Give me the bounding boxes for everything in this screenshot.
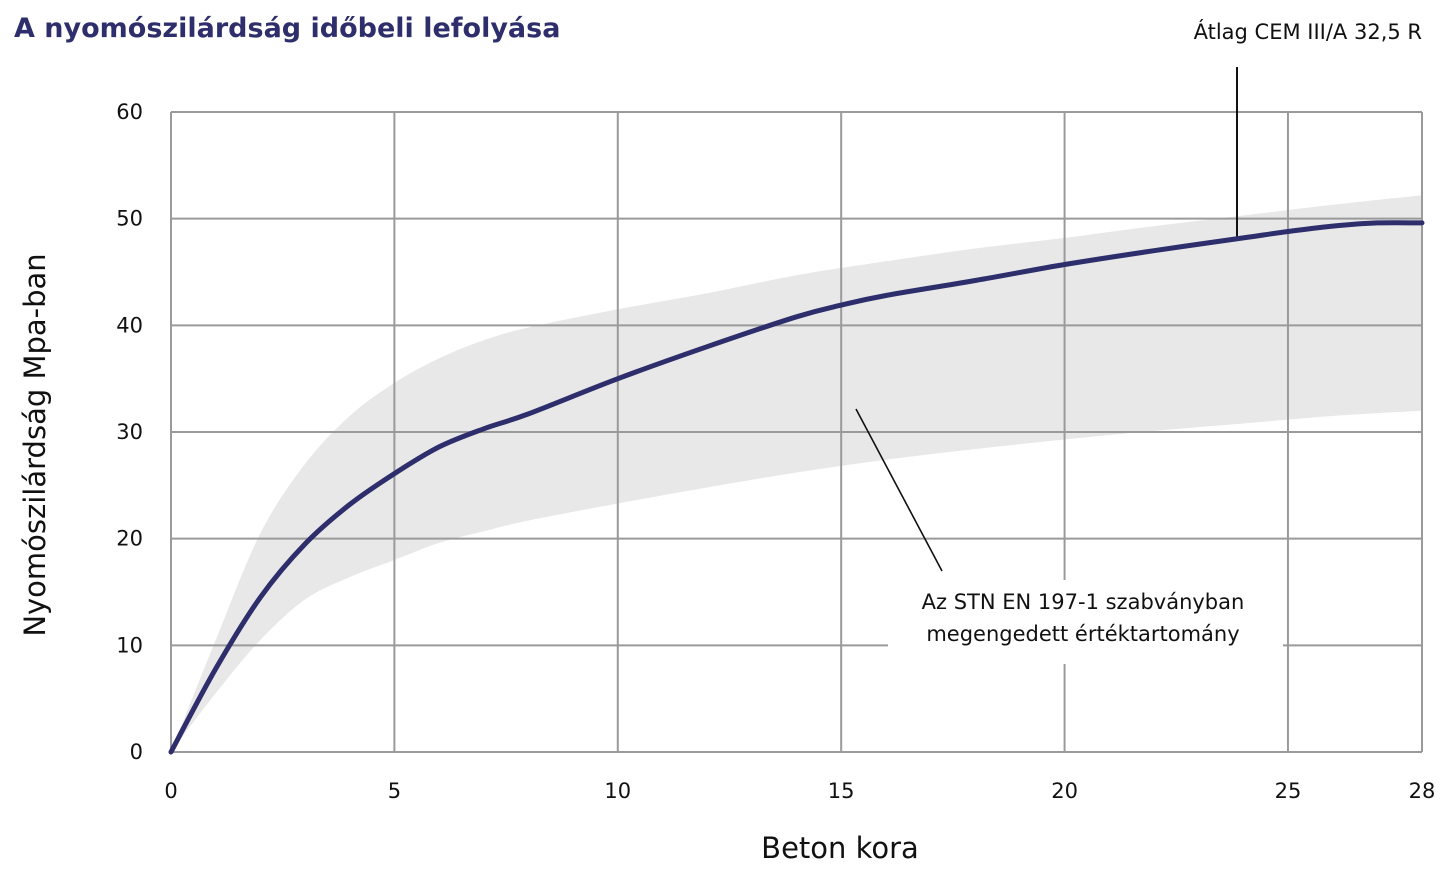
y-tick-label: 60: [116, 100, 143, 124]
tick-labels: 0 10 20 30 40 50 60 0 5 10 15 20 25 28: [116, 100, 1435, 803]
y-tick-label: 50: [116, 207, 143, 231]
y-tick-label: 40: [116, 313, 143, 337]
chart-title: A nyomószilárdság időbeli lefolyása: [14, 13, 560, 44]
x-tick-label: 15: [828, 779, 855, 803]
range-band: [171, 195, 1422, 752]
y-axis-label: Nyomószilárdság Mpa-ban: [18, 253, 52, 636]
band-callout-line: [855, 408, 943, 572]
y-tick-label: 20: [116, 527, 143, 551]
x-tick-label: 28: [1409, 779, 1436, 803]
x-tick-label: 5: [388, 779, 401, 803]
y-tick-label: 0: [130, 740, 143, 764]
band-label-line-1: Az STN EN 197-1 szabványban: [922, 590, 1245, 614]
band-label-background: [888, 580, 1283, 664]
band-label-line-2: megengedett értéktartomány: [926, 622, 1239, 646]
mean-line-label: Átlag CEM III/A 32,5 R: [1194, 19, 1422, 44]
range-band-layer: [171, 195, 1422, 752]
x-tick-label: 0: [164, 779, 177, 803]
y-tick-label: 30: [116, 420, 143, 444]
x-axis-label: Beton kora: [761, 831, 919, 865]
y-tick-label: 10: [116, 633, 143, 657]
grid: [170, 111, 1423, 753]
callout-layer: [855, 67, 1283, 664]
mean-line: [168, 220, 1425, 755]
mean-line-layer: [168, 220, 1425, 755]
x-tick-label: 25: [1275, 779, 1302, 803]
x-tick-label: 20: [1051, 779, 1078, 803]
x-tick-label: 10: [604, 779, 631, 803]
